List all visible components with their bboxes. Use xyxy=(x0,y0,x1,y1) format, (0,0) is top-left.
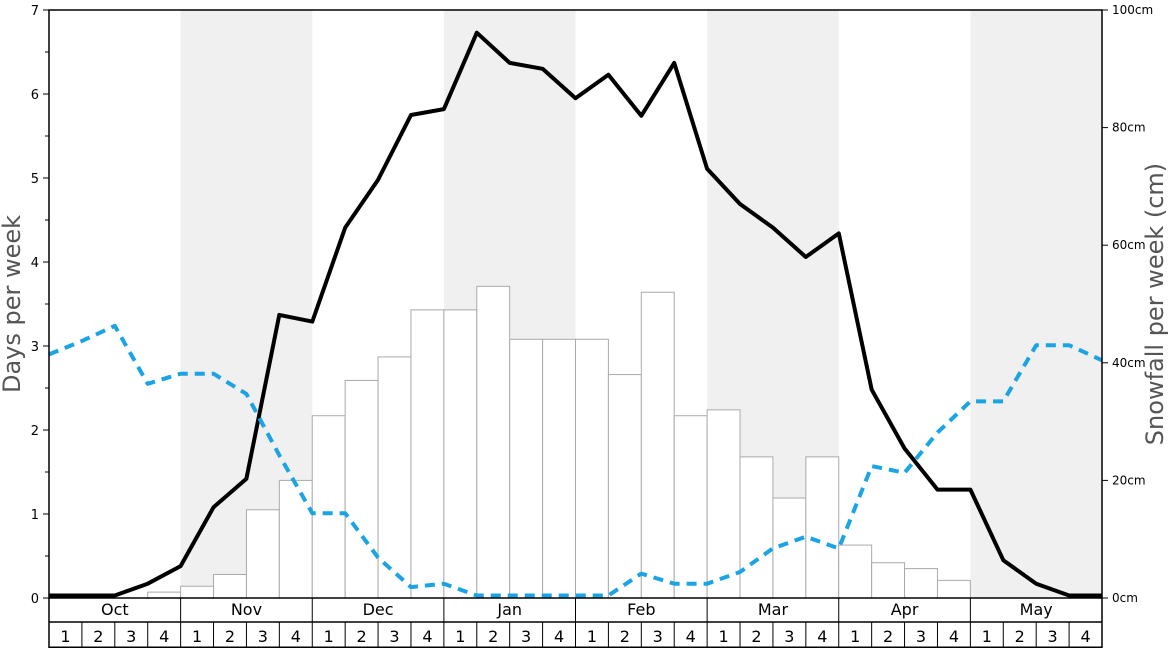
week-label: 2 xyxy=(620,627,630,646)
snowfall-bar xyxy=(443,309,478,599)
y-axis-title-right: Snowfall per week (cm) xyxy=(1141,163,1168,445)
week-label: 1 xyxy=(850,627,860,646)
month-label: Mar xyxy=(758,600,789,619)
week-label: 4 xyxy=(817,627,827,646)
week-label: 2 xyxy=(93,627,103,646)
week-label: 1 xyxy=(587,627,597,646)
week-label: 1 xyxy=(60,627,70,646)
right-tick-label: 0cm xyxy=(1112,591,1138,605)
snowfall-bar xyxy=(805,456,840,599)
snowfall-bar xyxy=(542,338,576,599)
week-label: 4 xyxy=(1080,627,1090,646)
month-label: Nov xyxy=(231,600,262,619)
week-label: 4 xyxy=(949,627,959,646)
data-lines xyxy=(48,30,1103,598)
snowfall-bar xyxy=(575,338,609,599)
month-label: Jan xyxy=(496,600,522,619)
snowfall-bar xyxy=(245,509,280,599)
left-tick-label: 7 xyxy=(31,4,39,19)
week-label: 3 xyxy=(1048,627,1058,646)
week-label: 3 xyxy=(916,627,926,646)
left-tick-label: 2 xyxy=(31,424,39,439)
week-label: 4 xyxy=(554,627,564,646)
snowfall-bar xyxy=(509,338,544,599)
month-label: Oct xyxy=(101,600,129,619)
left-tick-label: 4 xyxy=(31,256,39,271)
month-label: May xyxy=(1020,600,1053,619)
week-label: 2 xyxy=(883,627,893,646)
left-tick-label: 3 xyxy=(31,340,39,355)
right-tick-label: 20cm xyxy=(1112,473,1146,487)
snowfall-bar xyxy=(344,379,379,599)
snowfall-bar xyxy=(706,409,741,599)
week-label: 2 xyxy=(488,627,498,646)
week-label: 2 xyxy=(1015,627,1025,646)
week-label: 4 xyxy=(291,627,301,646)
snowfall-bar xyxy=(476,285,511,599)
right-tick-label: 60cm xyxy=(1112,238,1146,252)
week-label: 2 xyxy=(357,627,367,646)
week-label: 3 xyxy=(389,627,399,646)
snowfall-bar xyxy=(640,291,675,599)
right-tick-label: 80cm xyxy=(1112,121,1146,135)
snowfall-bar xyxy=(673,415,708,599)
month-label: Apr xyxy=(891,600,919,619)
month-shade-may xyxy=(970,10,1102,598)
week-label: 3 xyxy=(126,627,136,646)
left-tick-label: 1 xyxy=(31,508,39,523)
week-label: 3 xyxy=(784,627,794,646)
x-axis-table: Oct Nov Dec Jan Feb Mar Apr May 1 2 3 4 1 2 3 4 1 2 3 4 1 2 3 4… xyxy=(48,598,1103,648)
snowfall-bar xyxy=(147,591,182,599)
week-label: 2 xyxy=(751,627,761,646)
week-label: 3 xyxy=(258,627,268,646)
week-label: 1 xyxy=(718,627,728,646)
snowfall-bar xyxy=(213,573,247,599)
y-axis-title-left: Days per week xyxy=(0,215,26,393)
left-y-axis: 0 1 2 3 4 5 6 7 xyxy=(31,4,49,607)
solid-line-series xyxy=(49,30,1102,598)
left-tick-label: 5 xyxy=(31,172,39,187)
snowfall-bar xyxy=(739,456,774,599)
week-label: 4 xyxy=(686,627,696,646)
snowfall-bar xyxy=(838,544,873,599)
week-label: 4 xyxy=(159,627,169,646)
snowfall-bars xyxy=(147,285,971,599)
right-tick-label: 100cm xyxy=(1112,3,1153,17)
week-label: 4 xyxy=(422,627,432,646)
snowfall-bar xyxy=(871,562,906,599)
month-label: Feb xyxy=(627,600,655,619)
snowfall-bar xyxy=(772,497,807,599)
snowfall-bar xyxy=(311,415,346,599)
right-tick-label: 40cm xyxy=(1112,356,1146,370)
snowfall-bar xyxy=(904,568,938,599)
week-label: 1 xyxy=(324,627,334,646)
snowfall-bar xyxy=(936,579,971,599)
snowfall-bar xyxy=(278,479,313,599)
left-tick-label: 6 xyxy=(31,88,39,103)
month-label: Dec xyxy=(363,600,394,619)
right-y-axis: 0cm 20cm 40cm 60cm 80cm 100cm xyxy=(1102,3,1153,605)
week-label: 1 xyxy=(192,627,202,646)
snowfall-bar xyxy=(607,374,642,599)
snowfall-bar xyxy=(377,356,412,599)
week-label: 1 xyxy=(455,627,465,646)
week-label: 1 xyxy=(982,627,992,646)
week-label: 3 xyxy=(653,627,663,646)
left-tick-label: 0 xyxy=(31,592,39,607)
snowfall-bar xyxy=(180,585,215,599)
snowfall-bar xyxy=(410,309,445,599)
week-label: 3 xyxy=(521,627,531,646)
week-label: 2 xyxy=(225,627,235,646)
